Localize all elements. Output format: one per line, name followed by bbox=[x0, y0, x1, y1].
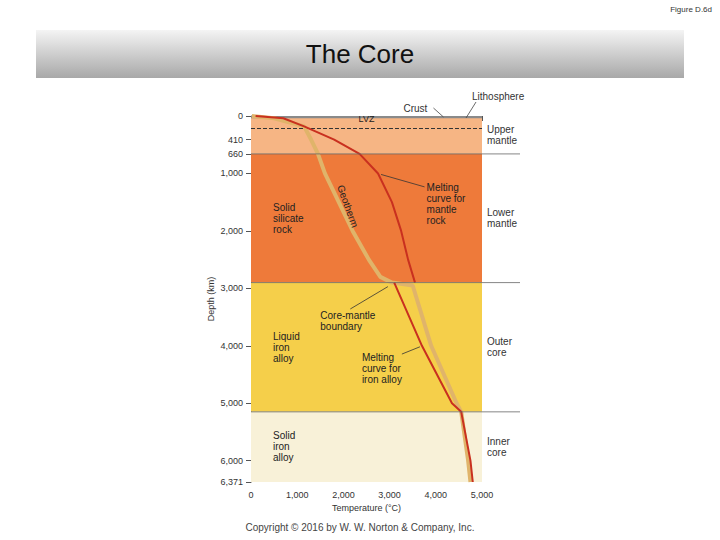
svg-text:core: core bbox=[487, 347, 507, 358]
svg-text:3,000: 3,000 bbox=[220, 283, 243, 293]
svg-text:rock: rock bbox=[273, 224, 293, 235]
svg-text:curve for: curve for bbox=[362, 363, 402, 374]
svg-text:iron: iron bbox=[273, 342, 290, 353]
svg-text:Lithosphere: Lithosphere bbox=[472, 91, 525, 102]
svg-text:0: 0 bbox=[248, 490, 253, 500]
svg-text:alloy: alloy bbox=[273, 353, 294, 364]
svg-text:5,000: 5,000 bbox=[220, 398, 243, 408]
svg-text:660: 660 bbox=[228, 149, 243, 159]
svg-text:1,000: 1,000 bbox=[220, 168, 243, 178]
svg-text:6,371: 6,371 bbox=[220, 477, 243, 487]
svg-text:mantle: mantle bbox=[427, 204, 457, 215]
svg-text:Upper: Upper bbox=[487, 124, 515, 135]
svg-text:0: 0 bbox=[238, 111, 243, 121]
svg-text:Melting: Melting bbox=[362, 352, 394, 363]
svg-text:Crust: Crust bbox=[403, 103, 427, 114]
svg-text:iron alloy: iron alloy bbox=[362, 374, 402, 385]
svg-text:5,000: 5,000 bbox=[471, 490, 494, 500]
svg-text:Liquid: Liquid bbox=[273, 331, 300, 342]
svg-text:rock: rock bbox=[427, 215, 447, 226]
svg-text:Figure D.6d: Figure D.6d bbox=[670, 5, 712, 14]
svg-text:silicate: silicate bbox=[273, 213, 304, 224]
svg-text:Copyright © 2016 by W. W. Nort: Copyright © 2016 by W. W. Norton & Compa… bbox=[246, 522, 475, 533]
svg-text:4,000: 4,000 bbox=[220, 341, 243, 351]
svg-text:Solid: Solid bbox=[273, 202, 295, 213]
svg-text:core: core bbox=[487, 447, 507, 458]
svg-text:boundary: boundary bbox=[320, 321, 362, 332]
svg-text:iron: iron bbox=[273, 441, 290, 452]
svg-text:410: 410 bbox=[228, 135, 243, 145]
svg-text:Depth (km): Depth (km) bbox=[206, 277, 216, 322]
svg-text:6,000: 6,000 bbox=[220, 456, 243, 466]
svg-text:2,000: 2,000 bbox=[220, 226, 243, 236]
svg-text:mantle: mantle bbox=[487, 218, 517, 229]
svg-text:Core-mantle: Core-mantle bbox=[320, 310, 375, 321]
svg-text:Temperature (°C): Temperature (°C) bbox=[332, 503, 401, 513]
svg-text:Solid: Solid bbox=[273, 430, 295, 441]
svg-text:Lower: Lower bbox=[487, 207, 515, 218]
svg-text:curve for: curve for bbox=[427, 193, 467, 204]
svg-text:4,000: 4,000 bbox=[425, 490, 448, 500]
svg-text:alloy: alloy bbox=[273, 452, 294, 463]
svg-text:1,000: 1,000 bbox=[286, 490, 309, 500]
svg-text:Inner: Inner bbox=[487, 436, 510, 447]
svg-text:2,000: 2,000 bbox=[332, 490, 355, 500]
svg-text:mantle: mantle bbox=[487, 135, 517, 146]
svg-text:Geotherm: Geotherm bbox=[335, 183, 361, 229]
svg-text:Melting: Melting bbox=[427, 182, 459, 193]
svg-text:3,000: 3,000 bbox=[378, 490, 401, 500]
svg-text:LVZ: LVZ bbox=[359, 114, 375, 124]
svg-text:Outer: Outer bbox=[487, 336, 513, 347]
svg-text:The Core: The Core bbox=[306, 39, 414, 69]
